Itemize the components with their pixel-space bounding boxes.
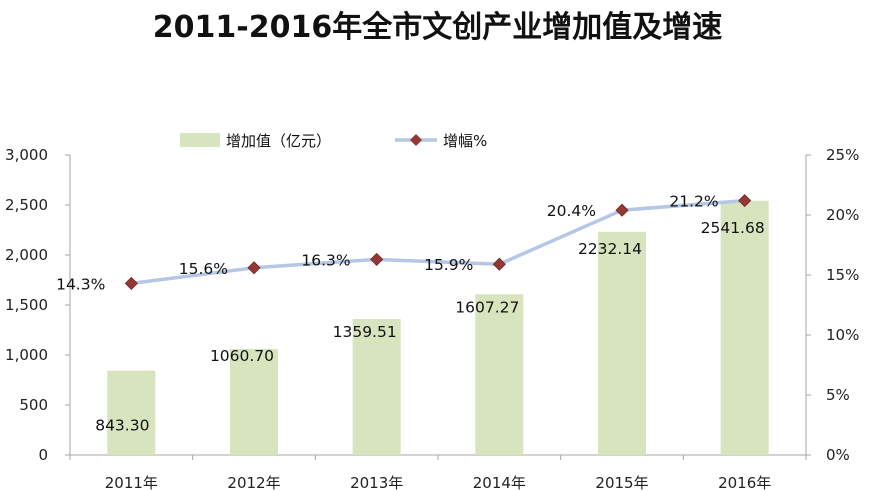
left-tick-label: 0 xyxy=(38,446,48,464)
bar-value-label: 2232.14 xyxy=(578,240,642,258)
left-tick-label: 1,500 xyxy=(5,296,48,314)
x-tick-label: 2016年 xyxy=(718,474,771,491)
bar-value-label: 1607.27 xyxy=(455,298,519,316)
bar-series xyxy=(107,200,769,455)
bar-value-label: 1359.51 xyxy=(333,323,397,341)
line-value-label: 15.9% xyxy=(424,256,473,274)
line-value-label: 21.2% xyxy=(669,193,718,211)
data-labels: 843.30 1060.70 1359.51 1607.27 2232.14 2541.6… xyxy=(56,193,765,435)
right-tick-label: 15% xyxy=(826,266,859,284)
bar xyxy=(107,370,156,455)
left-tick-label: 2,000 xyxy=(5,246,48,264)
x-tick-label: 2013年 xyxy=(350,474,403,491)
right-tick-label: 0% xyxy=(826,446,850,464)
right-tick-label: 5% xyxy=(826,386,850,404)
legend-line-marker xyxy=(410,134,422,146)
bar-value-label: 2541.68 xyxy=(701,219,765,237)
line-point xyxy=(738,194,752,208)
right-tick-label: 25% xyxy=(826,146,859,164)
line-value-label: 16.3% xyxy=(301,251,350,269)
right-tick-label: 10% xyxy=(826,326,859,344)
right-tick-label: 20% xyxy=(826,206,859,224)
legend-bar-swatch xyxy=(180,133,220,147)
left-tick-label: 2,500 xyxy=(5,196,48,214)
legend: 增加值（亿元） 增幅% xyxy=(180,132,487,150)
line-value-label: 14.3% xyxy=(56,275,105,293)
bar xyxy=(230,348,278,455)
axes: 0 500 1,000 1,500 2,000 2,500 3,000 0% 5% 10% 15% 2… xyxy=(5,146,859,491)
growth-line xyxy=(131,198,745,286)
line-point xyxy=(492,257,506,271)
left-tick-label: 500 xyxy=(19,396,48,414)
x-tick-label: 2011年 xyxy=(105,474,158,491)
bar xyxy=(475,294,524,455)
left-tick-label: 3,000 xyxy=(5,146,48,164)
x-tick-label: 2012年 xyxy=(227,474,280,491)
line-point xyxy=(370,252,384,266)
left-tick-label: 1,000 xyxy=(5,346,48,364)
line-point xyxy=(124,276,138,290)
chart-title: 2011-2016年全市文创产业增加值及增速 xyxy=(152,10,723,45)
bar xyxy=(720,200,769,455)
line-value-label: 15.6% xyxy=(179,260,228,278)
legend-line-label: 增幅% xyxy=(443,132,487,150)
line-point xyxy=(615,203,629,217)
bar xyxy=(598,231,646,455)
line-point xyxy=(247,261,261,275)
bar xyxy=(352,319,401,455)
x-tick-label: 2015年 xyxy=(595,474,648,491)
bar-value-label: 1060.70 xyxy=(210,347,274,365)
line-series xyxy=(124,194,752,290)
bar-value-label: 843.30 xyxy=(95,417,149,435)
x-tick-label: 2014年 xyxy=(473,474,526,491)
legend-bar-label: 增加值（亿元） xyxy=(226,132,331,150)
line-value-label: 20.4% xyxy=(547,202,596,220)
